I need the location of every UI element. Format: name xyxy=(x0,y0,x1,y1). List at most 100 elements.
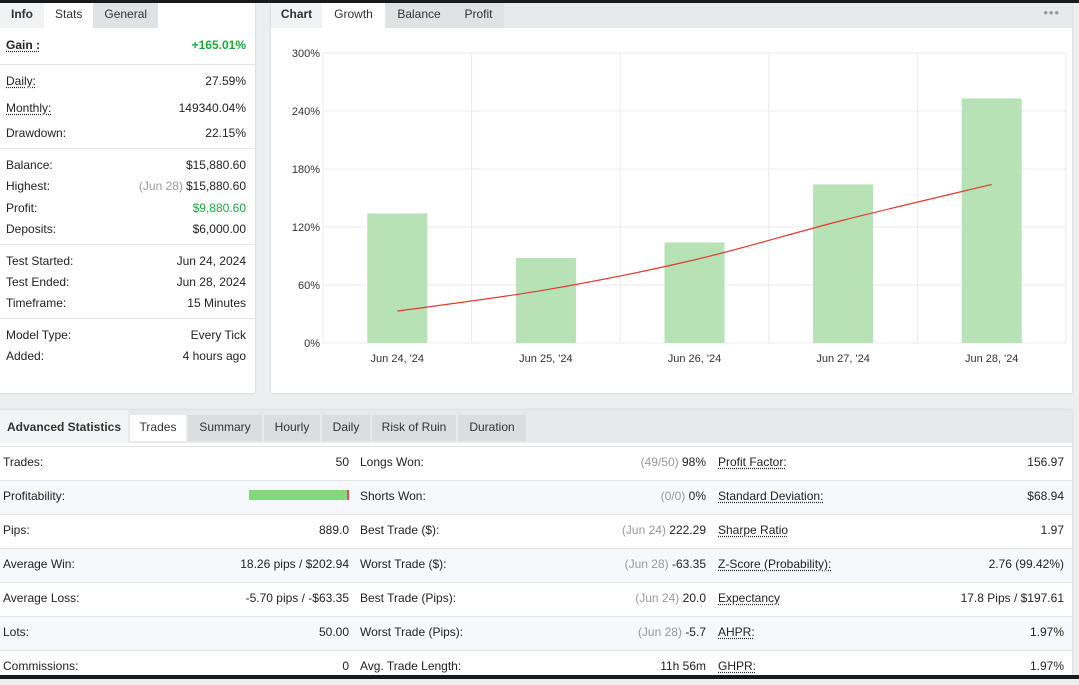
lots-value: 50.00 xyxy=(318,625,349,639)
commissions-label: Commissions: xyxy=(3,659,79,673)
test-started-row: Test Started: Jun 24, 2024 xyxy=(0,250,255,271)
worst-trade-usd-label: Worst Trade ($): xyxy=(360,557,447,571)
ghpr-value: 1.97% xyxy=(1029,659,1064,673)
tab-balance[interactable]: Balance xyxy=(385,3,453,28)
expectancy-value: 17.8 Pips / $197.61 xyxy=(960,591,1064,605)
worst-trade-pips-date: (Jun 28) xyxy=(637,625,682,639)
stats-row-commissions: Commissions: 0 Avg. Trade Length: 11h 56… xyxy=(0,650,1072,685)
monthly-label[interactable]: Monthly: xyxy=(6,101,52,115)
tab-general[interactable]: General xyxy=(93,3,159,28)
trades-value: 50 xyxy=(335,455,349,469)
tab-chart[interactable]: Chart xyxy=(271,3,322,28)
best-trade-usd-value-wrap: (Jun 24) 222.29 xyxy=(622,523,706,537)
added-label: Added: xyxy=(6,349,45,363)
test-ended-value: Jun 28, 2024 xyxy=(176,275,246,289)
more-dots-icon[interactable]: ••• xyxy=(1043,5,1060,20)
divider xyxy=(0,318,255,319)
advanced-tabbar: Advanced Statistics Trades Summary Hourl… xyxy=(0,410,1072,443)
drawdown-value: 22.15% xyxy=(205,126,246,140)
avg-trade-length-label: Avg. Trade Length: xyxy=(360,659,462,673)
growth-bar xyxy=(813,184,874,343)
profit-row: Profit: $9,880.60 xyxy=(0,197,255,218)
highest-row: Highest: (Jun 28) $15,880.60 xyxy=(0,175,255,196)
chart-tabbar: Chart Growth Balance Profit ••• xyxy=(271,3,1072,28)
tab-advanced-statistics[interactable]: Advanced Statistics xyxy=(0,410,128,443)
daily-label[interactable]: Daily: xyxy=(6,74,37,88)
gain-row: Gain : +165.01% xyxy=(0,34,255,55)
tab-trades[interactable]: Trades xyxy=(130,415,186,441)
ahpr-label[interactable]: AHPR: xyxy=(718,625,755,639)
profit-factor-value: 156.97 xyxy=(1027,455,1064,469)
shorts-won-value: 0% xyxy=(688,489,706,503)
y-tick-label: 60% xyxy=(298,280,320,292)
ghpr-label[interactable]: GHPR: xyxy=(718,659,757,673)
x-tick-label: Jun 24, '24 xyxy=(371,353,424,365)
sharpe-ratio-label[interactable]: Sharpe Ratio xyxy=(718,523,789,537)
ahpr-value: 1.97% xyxy=(1029,625,1064,639)
info-panel: Info Stats General Gain : +165.01% Daily… xyxy=(0,3,255,393)
stats-row-trades: Trades: 50 Longs Won: (49/50) 98% Profit… xyxy=(0,446,1072,481)
worst-trade-pips-value: -5.7 xyxy=(685,625,706,639)
worst-trade-usd-date: (Jun 28) xyxy=(624,557,669,571)
x-tick-label: Jun 26, '24 xyxy=(668,353,721,365)
divider xyxy=(0,244,255,245)
profit-factor-label[interactable]: Profit Factor: xyxy=(718,455,787,469)
balance-row: Balance: $15,880.60 xyxy=(0,154,255,175)
highest-date: (Jun 28) xyxy=(138,179,183,193)
tab-info[interactable]: Info xyxy=(0,3,44,28)
expectancy-label[interactable]: Expectancy xyxy=(718,591,781,605)
bottom-border xyxy=(0,675,1079,679)
deposits-label: Deposits: xyxy=(6,222,57,236)
commissions-value: 0 xyxy=(342,659,349,673)
timeframe-row: Timeframe: 15 Minutes xyxy=(0,292,255,313)
tab-daily[interactable]: Daily xyxy=(322,415,370,441)
deposits-row: Deposits: $6,000.00 xyxy=(0,218,255,239)
worst-trade-pips-value-wrap: (Jun 28) -5.7 xyxy=(638,625,706,639)
y-tick-label: 300% xyxy=(292,48,320,60)
highest-value: $15,880.60 xyxy=(185,179,246,193)
model-type-row: Model Type: Every Tick xyxy=(0,324,255,345)
average-win-value: 18.26 pips / $202.94 xyxy=(240,557,349,571)
stats-row-average-win: Average Win: 18.26 pips / $202.94 Worst … xyxy=(0,548,1072,583)
profitability-bar xyxy=(249,490,349,500)
tab-duration[interactable]: Duration xyxy=(458,415,526,441)
model-type-label: Model Type: xyxy=(6,328,72,342)
shorts-won-label: Shorts Won: xyxy=(360,489,426,503)
deposits-value: $6,000.00 xyxy=(192,222,246,236)
worst-trade-pips-label: Worst Trade (Pips): xyxy=(360,625,464,639)
best-trade-pips-value-wrap: (Jun 24) 20.0 xyxy=(635,591,706,605)
best-trade-pips-date: (Jun 24) xyxy=(635,591,680,605)
drawdown-row: Drawdown: 22.15% xyxy=(0,122,255,143)
x-tick-label: Jun 27, '24 xyxy=(816,353,869,365)
best-trade-usd-value: 222.29 xyxy=(669,523,706,537)
y-tick-label: 120% xyxy=(292,222,320,234)
tab-profit[interactable]: Profit xyxy=(453,3,504,28)
tab-summary[interactable]: Summary xyxy=(188,415,262,441)
gain-label[interactable]: Gain : xyxy=(6,38,41,52)
growth-bar xyxy=(515,257,576,343)
monthly-row: Monthly: 149340.04% xyxy=(0,97,255,118)
monthly-value: 149340.04% xyxy=(178,101,246,115)
divider xyxy=(0,64,255,65)
highest-label: Highest: xyxy=(6,179,51,193)
average-win-label: Average Win: xyxy=(3,557,75,571)
tab-growth[interactable]: Growth xyxy=(322,3,385,28)
balance-label: Balance: xyxy=(6,158,53,172)
tab-hourly[interactable]: Hourly xyxy=(264,415,320,441)
timeframe-value: 15 Minutes xyxy=(187,296,246,310)
z-score-label[interactable]: Z-Score (Probability): xyxy=(718,557,832,571)
longs-won-label: Longs Won: xyxy=(360,455,424,469)
growth-bar xyxy=(961,98,1022,343)
chart-panel: Chart Growth Balance Profit ••• 0% 60% 120… xyxy=(271,3,1072,393)
profitability-loss-segment xyxy=(347,490,349,500)
longs-won-count: (49/50) xyxy=(640,455,679,469)
standard-deviation-label[interactable]: Standard Deviation: xyxy=(718,489,824,503)
stats-row-average-loss: Average Loss: -5.70 pips / -$63.35 Best … xyxy=(0,582,1072,617)
average-loss-label: Average Loss: xyxy=(3,591,80,605)
worst-trade-usd-value: -63.35 xyxy=(671,557,706,571)
tab-stats[interactable]: Stats xyxy=(44,3,94,28)
sharpe-ratio-value: 1.97 xyxy=(1040,523,1064,537)
growth-chart: 0% 60% 120% 180% 240% 300% Jun 24, '24 Jun 25, … xyxy=(292,48,1067,365)
tab-risk-of-ruin[interactable]: Risk of Ruin xyxy=(372,415,456,441)
info-tabbar: Info Stats General xyxy=(0,3,159,28)
